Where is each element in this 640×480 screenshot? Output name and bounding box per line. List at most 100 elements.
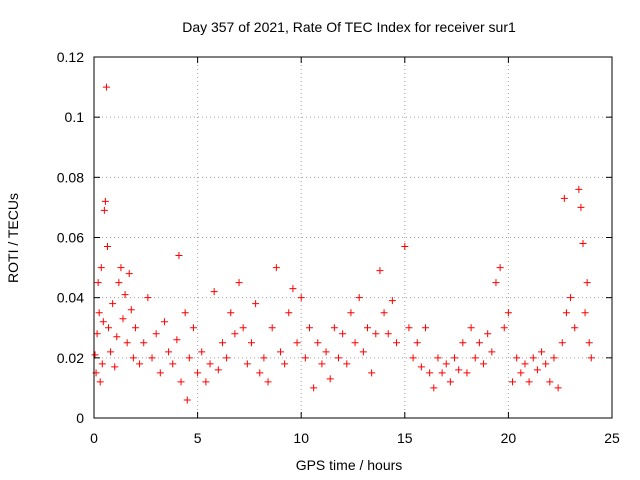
data-point — [471, 354, 479, 362]
data-point — [401, 243, 409, 251]
data-point — [438, 369, 446, 377]
data-point — [318, 360, 326, 368]
data-point — [463, 369, 471, 377]
data-point — [99, 318, 107, 326]
data-point — [181, 309, 189, 317]
data-point — [430, 384, 438, 392]
data-point — [488, 348, 496, 356]
data-point — [442, 360, 450, 368]
y-tick-label: 0.1 — [65, 109, 85, 125]
data-point — [202, 378, 210, 386]
data-point — [558, 339, 566, 347]
data-point — [103, 243, 111, 251]
data-point — [579, 240, 587, 248]
data-point — [156, 369, 164, 377]
data-point — [109, 300, 117, 308]
data-point — [343, 360, 351, 368]
data-point — [571, 324, 579, 332]
data-point — [121, 291, 129, 299]
data-point — [560, 194, 568, 202]
data-point — [165, 348, 173, 356]
x-axis-tick-labels: 0 5 10 15 20 25 — [90, 430, 620, 446]
data-point — [422, 324, 430, 332]
data-point — [127, 306, 135, 314]
data-point — [198, 348, 206, 356]
data-point — [131, 324, 139, 332]
data-point — [322, 348, 330, 356]
data-point — [227, 309, 235, 317]
data-point — [268, 324, 276, 332]
data-point — [105, 324, 113, 332]
data-point — [117, 264, 125, 272]
data-point — [169, 360, 177, 368]
data-point — [276, 348, 284, 356]
data-point — [101, 197, 109, 205]
data-point — [467, 324, 475, 332]
data-point — [94, 279, 102, 287]
y-tick-label: 0.08 — [57, 169, 84, 185]
y-axis-tick-labels: 0 0.02 0.04 0.06 0.08 0.1 0.12 — [57, 49, 84, 426]
data-point — [480, 360, 488, 368]
data-point — [492, 279, 500, 287]
data-point — [96, 378, 104, 386]
y-axis-title: ROTI / TECUs — [5, 193, 21, 283]
data-point — [194, 369, 202, 377]
data-point — [285, 309, 293, 317]
data-point — [214, 366, 222, 374]
data-point — [136, 360, 144, 368]
data-point — [297, 294, 305, 302]
data-point — [455, 366, 463, 374]
data-point — [102, 83, 110, 91]
data-point — [542, 360, 550, 368]
data-point — [98, 360, 106, 368]
data-point — [140, 339, 148, 347]
data-point — [521, 360, 529, 368]
data-point — [500, 324, 508, 332]
data-point — [148, 354, 156, 362]
y-tick-label: 0 — [76, 410, 84, 426]
data-point — [125, 270, 133, 278]
data-point — [577, 203, 585, 211]
data-point — [496, 264, 504, 272]
data-point — [185, 354, 193, 362]
data-point — [364, 324, 372, 332]
data-points — [91, 83, 595, 404]
data-point — [581, 309, 589, 317]
data-point — [97, 264, 105, 272]
data-point — [293, 339, 301, 347]
data-point — [583, 279, 591, 287]
data-point — [459, 339, 467, 347]
data-point — [517, 369, 525, 377]
data-point — [554, 384, 562, 392]
chart-title: Day 357 of 2021, Rate Of TEC Index for r… — [182, 19, 516, 35]
data-point — [562, 309, 570, 317]
data-point — [384, 330, 392, 338]
y-tick-label: 0.04 — [57, 290, 84, 306]
data-point — [504, 309, 512, 317]
y-tick-label: 0.02 — [57, 350, 84, 366]
data-point — [123, 339, 131, 347]
x-axis-title: GPS time / hours — [296, 457, 403, 473]
x-tick-label: 0 — [90, 430, 98, 446]
data-point — [235, 279, 243, 287]
y-tick-label: 0.12 — [57, 49, 84, 65]
data-point — [334, 354, 342, 362]
data-point — [223, 354, 231, 362]
data-point — [129, 354, 137, 362]
data-point — [347, 309, 355, 317]
data-point — [587, 354, 595, 362]
data-point — [111, 363, 119, 371]
data-point — [567, 294, 575, 302]
data-point — [550, 354, 558, 362]
data-point — [100, 206, 108, 214]
x-tick-label: 10 — [293, 430, 309, 446]
data-point — [160, 318, 168, 326]
data-point — [351, 339, 359, 347]
data-point — [484, 330, 492, 338]
data-point — [451, 354, 459, 362]
grid-lines — [94, 57, 612, 418]
data-point — [326, 375, 334, 383]
data-point — [330, 324, 338, 332]
data-point — [173, 336, 181, 344]
